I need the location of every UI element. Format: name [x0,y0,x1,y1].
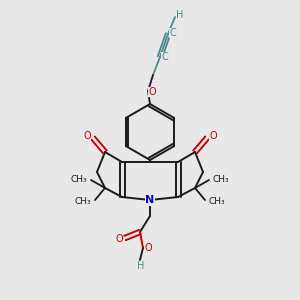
Text: CH₃: CH₃ [209,196,225,206]
Text: C: C [169,28,176,38]
Text: N: N [146,195,154,205]
Text: H: H [176,10,184,20]
Text: H: H [137,261,145,271]
Text: O: O [144,243,152,253]
Text: O: O [209,131,217,141]
Text: C: C [162,52,168,62]
Text: CH₃: CH₃ [213,176,229,184]
Text: CH₃: CH₃ [71,176,87,184]
Text: O: O [115,234,123,244]
Text: O: O [148,87,156,97]
Text: CH₃: CH₃ [75,196,91,206]
Text: O: O [83,131,91,141]
